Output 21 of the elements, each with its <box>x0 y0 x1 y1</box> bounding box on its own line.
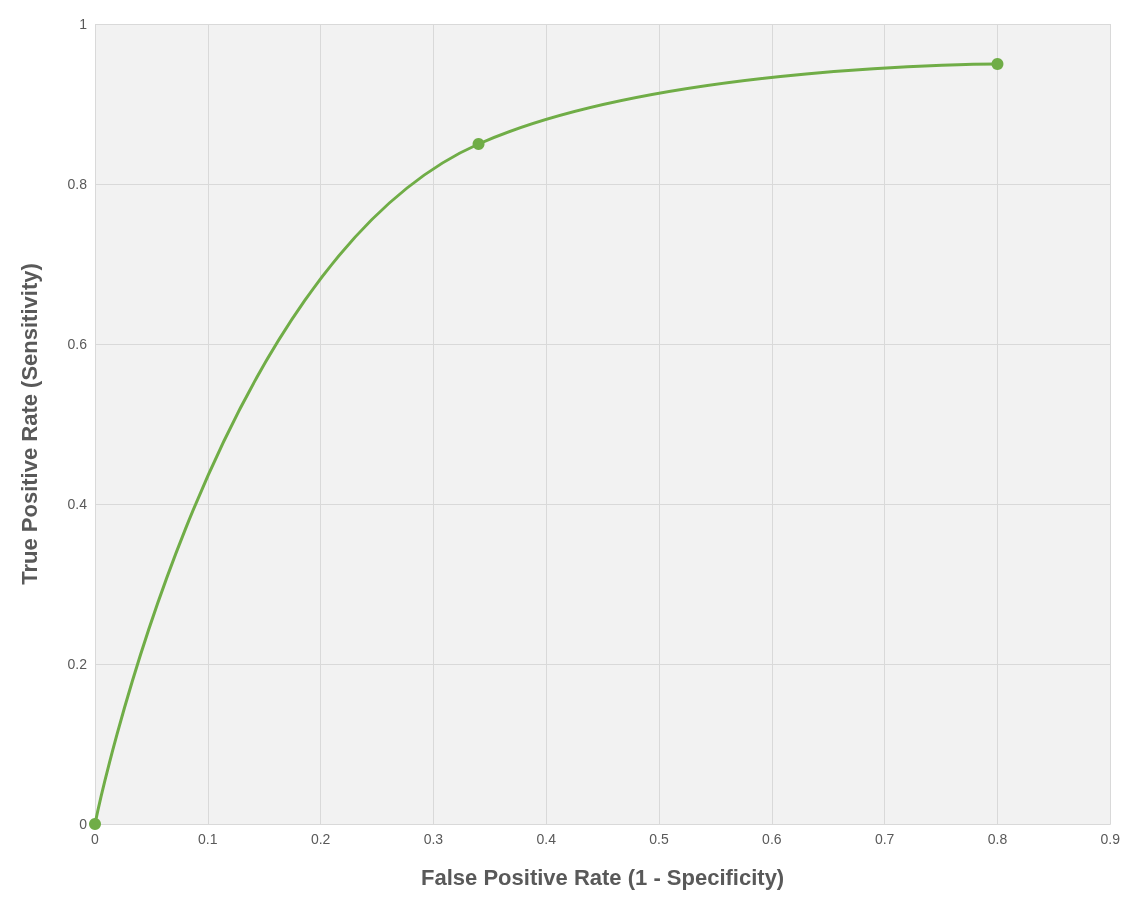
y-tick-label: 1 <box>79 16 88 32</box>
x-tick-label: 0 <box>91 831 100 847</box>
point <box>991 58 1004 70</box>
x-tick-label: 0.2 <box>310 831 331 847</box>
x-tick-label: 0.6 <box>762 831 782 847</box>
x-tick-label: 0.4 <box>536 831 557 847</box>
x-axis-title: False Positive Rate (1 - Specificity) <box>421 864 785 890</box>
x-tick-label: 0.7 <box>874 831 895 847</box>
x-tick-label: 0.5 <box>649 831 669 847</box>
y-axis-title: True Positive Rate (Sensitivity) <box>16 263 42 585</box>
y-tick-label: 0.2 <box>67 656 88 672</box>
x-tick-label: 0.1 <box>198 831 218 847</box>
x-tick-label: 0.3 <box>423 831 444 847</box>
y-tick-label: 0 <box>79 816 88 832</box>
point <box>472 138 485 150</box>
y-tick-label: 0.6 <box>67 336 88 352</box>
y-tick-label: 0.8 <box>67 176 88 192</box>
y-tick-label: 0.4 <box>67 496 88 512</box>
x-tick-label: 0.8 <box>987 831 1008 847</box>
point <box>89 818 101 830</box>
x-tick-label: 0.9 <box>1100 831 1121 847</box>
